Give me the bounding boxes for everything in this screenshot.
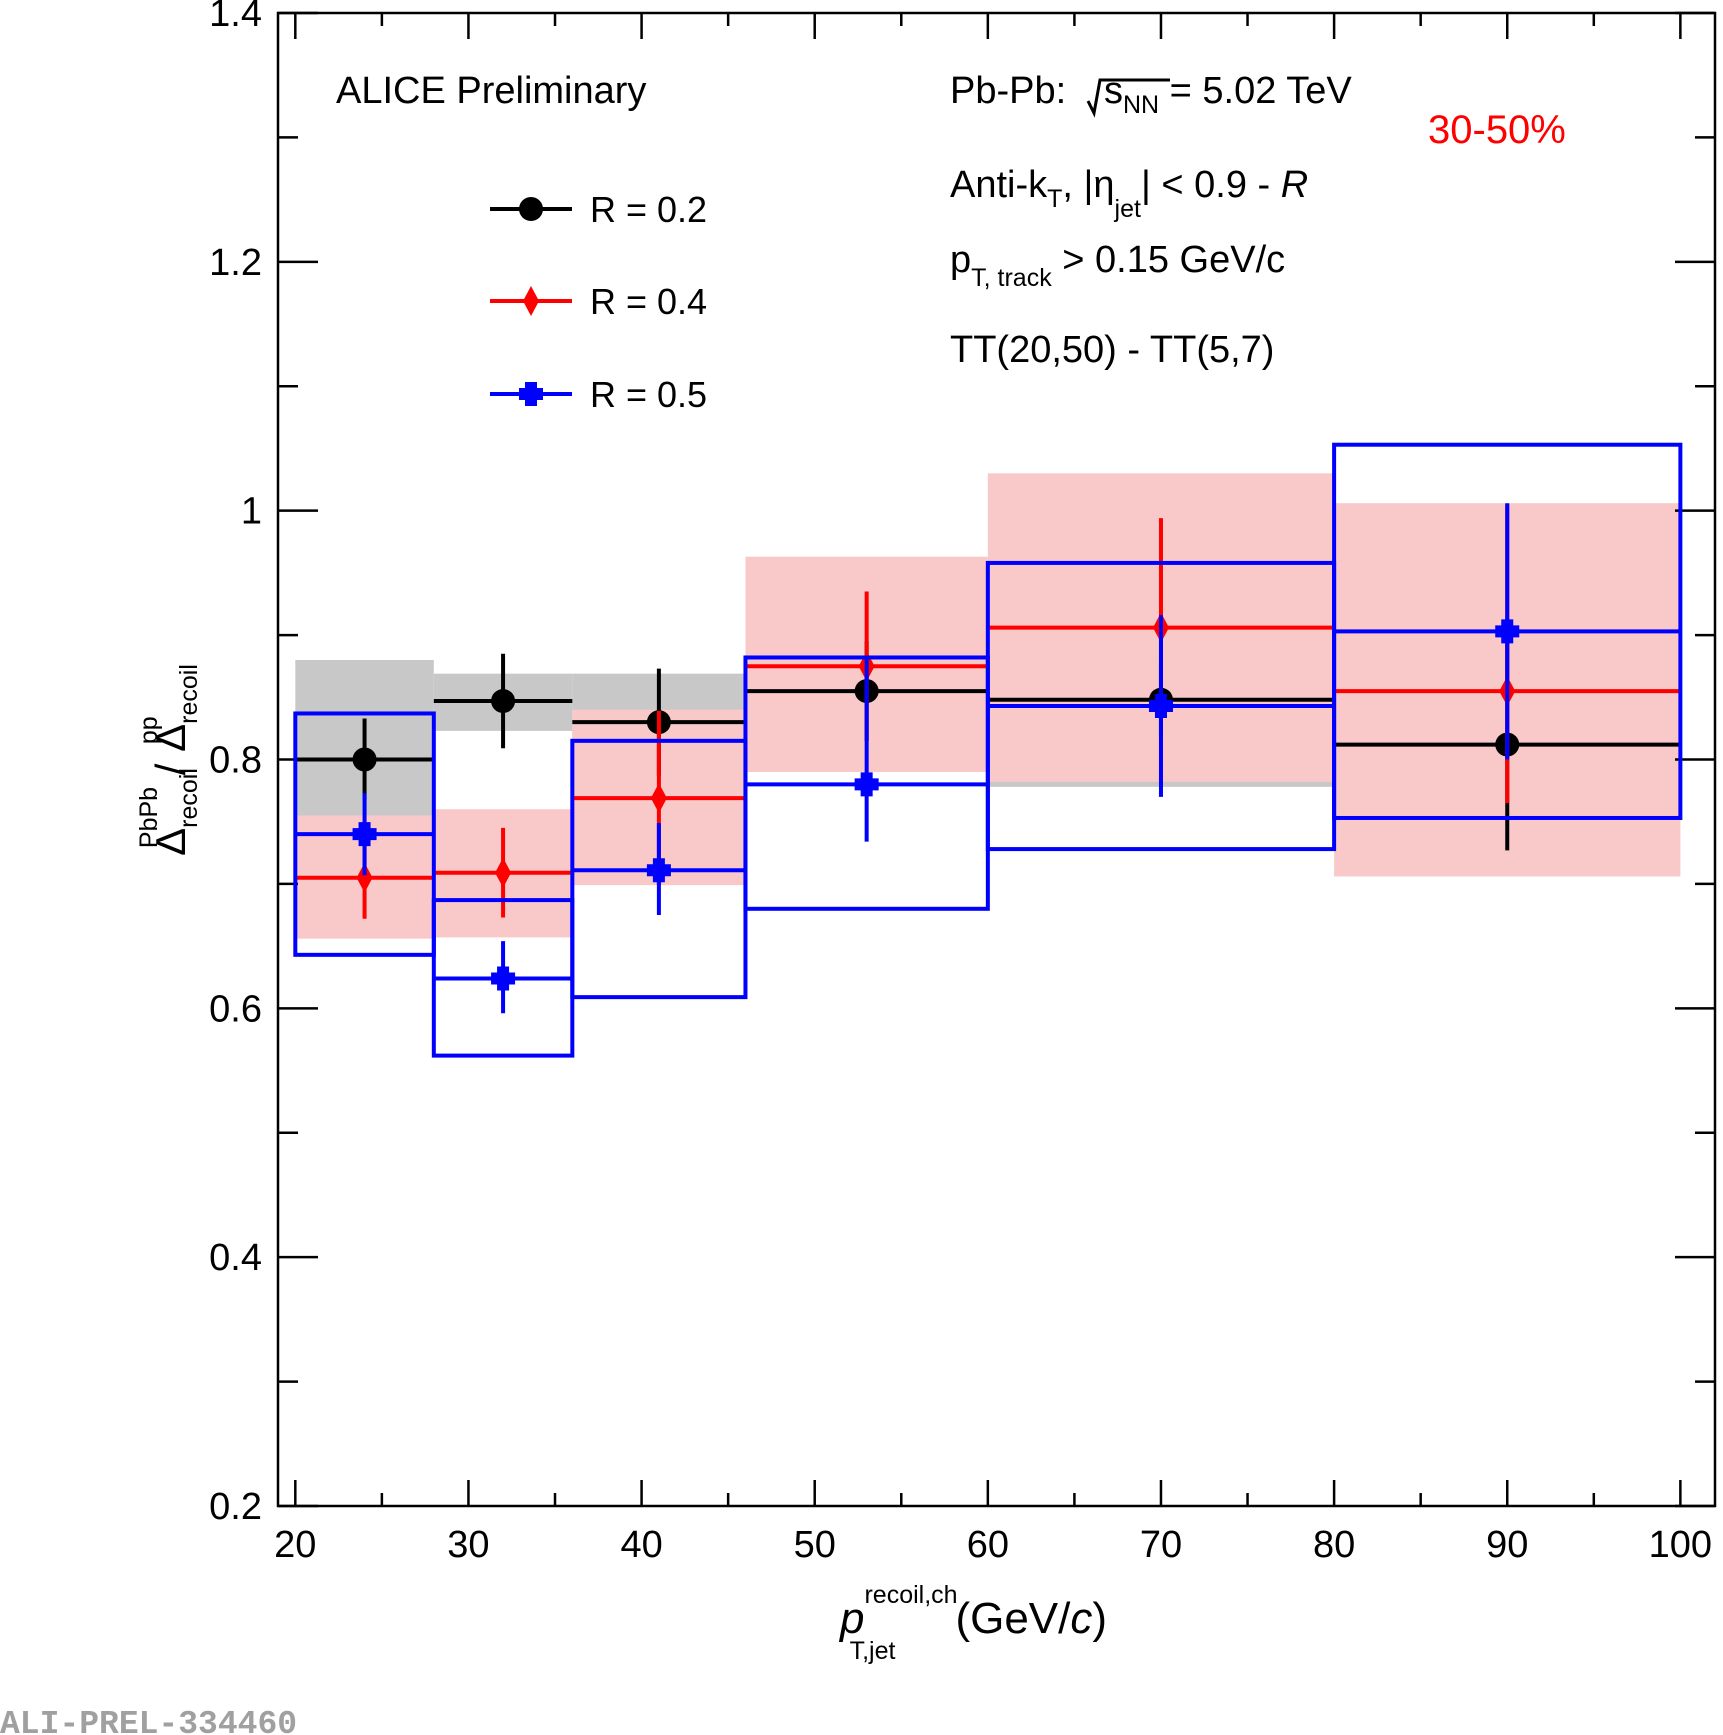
marker-cross [1495,619,1520,644]
x-tick-label: 50 [794,1524,836,1566]
watermark: ALI-PREL-334460 [0,1706,297,1735]
marker-cross [646,858,671,883]
y-label-separator: / [147,752,194,787]
data-point-r05-5 [1332,442,1683,820]
track-sub: T, track [971,264,1052,292]
x-tick-label: 20 [274,1524,316,1566]
x-label-main: p [838,1594,864,1643]
x-label-sub: T,jet [850,1637,896,1665]
trigger-label: TT(20,50) - TT(5,7) [950,329,1274,371]
jet-algo-prefix: Anti-k [950,164,1048,206]
x-tick-label: 90 [1486,1524,1528,1566]
legend-marker-r04 [523,286,539,316]
axis-frame: 20 30 40 50 60 70 80 90 100 0.2 0.4 0.6 0.8 1 1.2 1.4 [209,0,1717,1566]
y-label-numerator: Δ [147,828,194,856]
x-label-units: (GeV/ [955,1594,1071,1643]
y-tick-label: 0.2 [209,1486,262,1528]
y-label-num-sup: PbPb [135,787,163,848]
sqrt-s-sub: NN [1123,91,1159,119]
jet-algo-sub: T [1047,185,1062,213]
jet-algorithm-label: Anti-kT, |ηjet| < 0.9 - R [950,164,1308,223]
legend: R = 0.2 R = 0.4 R = 0.5 [490,189,707,415]
x-tick-label: 40 [620,1524,662,1566]
jet-algo-eta-sub: jet [1114,195,1141,223]
x-axis-label: precoil,ch T,jet (GeV/c) [838,1581,1107,1665]
x-tick-label: 60 [967,1524,1009,1566]
legend-label-r04: R = 0.4 [590,281,707,322]
collision-energy: = 5.02 TeV [1159,70,1352,112]
chart-title: ALICE Preliminary [336,70,646,112]
collision-prefix: Pb-Pb: [950,70,1066,112]
jet-algo-eta: , |η [1062,164,1114,206]
legend-label-r02: R = 0.2 [590,189,707,230]
centrality-label: 30-50% [1428,108,1566,152]
y-label-den-sup: pp [135,716,163,744]
data-point-r04-1 [433,827,573,918]
collision-system-label: Pb-Pb: [950,70,1066,112]
y-tick-label: 0.4 [209,1237,262,1279]
marker-circle [491,689,516,714]
sqrt-s: s [1104,70,1123,112]
track-cut: > 0.15 GeV/c [1052,239,1285,281]
y-tick-label: 0.8 [209,740,262,782]
y-tick-label: 1.4 [209,0,262,35]
y-label-den-sub: recoil [175,664,203,724]
y-tick-label: 1 [241,491,262,533]
marker-cross [854,772,879,797]
x-tick-label: 30 [447,1524,489,1566]
x-label-units-c: c [1070,1594,1092,1643]
sqrt-sign [1086,78,1170,118]
data-points-layer [293,442,1683,1058]
collision-energy-label: sNN = 5.02 TeV [1104,70,1352,119]
marker-cross [352,822,377,847]
legend-label-r05: R = 0.5 [590,374,707,415]
x-label-sup: recoil,ch [864,1581,957,1609]
x-label-units-close: ) [1092,1594,1107,1643]
jet-algo-R: R [1281,164,1308,206]
y-tick-label: 1.2 [209,242,262,284]
marker-cross [1148,694,1173,719]
x-tick-label: 100 [1649,1524,1712,1566]
y-label-denominator: Δ [147,724,194,752]
x-tick-label: 70 [1140,1524,1182,1566]
y-axis-label: Δrecoil PbPb / Δrecoil pp [135,664,203,856]
track-prefix: p [950,239,971,281]
data-point-r02-1 [433,653,573,749]
data-point-r02-0 [295,718,434,801]
jet-algo-cut: | < 0.9 - [1141,164,1281,206]
marker-cross [491,966,516,991]
marker-diamond [495,857,512,888]
x-tick-label: 80 [1313,1524,1355,1566]
marker-diamond [650,783,667,814]
track-cut-label: pT, track > 0.15 GeV/c [950,239,1285,292]
y-tick-label: 0.6 [209,988,262,1030]
legend-marker-r02 [519,197,543,221]
y-label-num-sub: recoil [175,768,203,828]
legend-marker-r05 [519,382,543,406]
data-point-r05-0 [293,711,436,957]
marker-diamond [356,862,373,893]
marker-circle [352,747,377,772]
